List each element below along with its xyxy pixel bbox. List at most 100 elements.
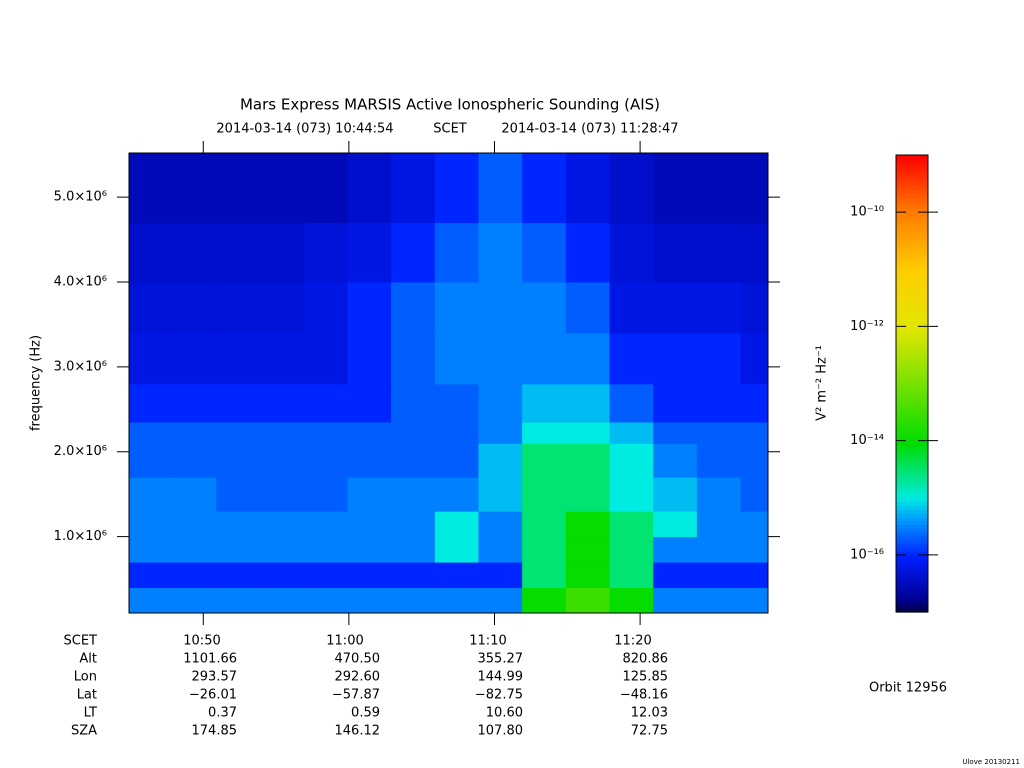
colorbar-segment bbox=[896, 596, 928, 602]
y-tick-label: 1.0×10⁶ bbox=[54, 529, 107, 544]
heatmap-cell bbox=[740, 587, 769, 614]
colorbar-segment bbox=[896, 467, 928, 472]
colorbar-frame bbox=[895, 154, 929, 613]
heatmap-cell bbox=[696, 332, 742, 385]
heatmap-cell bbox=[303, 222, 348, 283]
heatmap-cell bbox=[172, 443, 217, 478]
heatmap-cell bbox=[522, 511, 567, 538]
heatmap-cell bbox=[565, 222, 611, 283]
ephemeris-value: 355.27 bbox=[478, 652, 524, 667]
heatmap-cell bbox=[129, 332, 174, 385]
colorbar-segment bbox=[896, 474, 928, 480]
ephemeris-value: 146.12 bbox=[335, 724, 381, 739]
heatmap-cell bbox=[609, 536, 654, 563]
heatmap-cell bbox=[260, 587, 305, 614]
heatmap-cell bbox=[434, 511, 479, 538]
heatmap-cell bbox=[172, 383, 217, 423]
colorbar-tick-label: 10⁻¹⁶ bbox=[850, 547, 884, 562]
heatmap-cell bbox=[172, 422, 217, 444]
heatmap-cell bbox=[609, 511, 654, 538]
heatmap-cell bbox=[260, 477, 305, 512]
colorbar-segment bbox=[896, 528, 928, 533]
heatmap-cell bbox=[565, 422, 611, 444]
colorbar-segment bbox=[896, 200, 928, 206]
heatmap-cell bbox=[347, 383, 392, 423]
colorbar-segment bbox=[896, 341, 928, 347]
heatmap-cell bbox=[260, 511, 305, 538]
colorbar-tick-label: 10⁻¹² bbox=[850, 319, 884, 334]
chart-title: Mars Express MARSIS Active Ionospheric S… bbox=[240, 96, 660, 114]
colorbar-segment bbox=[896, 577, 928, 583]
colorbar-segment bbox=[896, 455, 928, 461]
colorbar-segment bbox=[896, 539, 928, 545]
heatmap-cell bbox=[172, 153, 217, 224]
ephemeris-value: 72.75 bbox=[631, 724, 668, 739]
colorbar-segment bbox=[896, 478, 928, 484]
heatmap-cell bbox=[172, 282, 217, 334]
colorbar-segment bbox=[896, 311, 928, 316]
colorbar-segment bbox=[896, 360, 928, 366]
heatmap-cell bbox=[303, 383, 348, 423]
heatmap-cell bbox=[478, 332, 523, 385]
colorbar-segment bbox=[896, 265, 928, 270]
heatmap-cell bbox=[303, 422, 348, 444]
colorbar-segment bbox=[896, 257, 928, 263]
colorbar-segment bbox=[896, 162, 928, 168]
heatmap-cell bbox=[696, 443, 742, 478]
colorbar-segment bbox=[896, 425, 928, 430]
heatmap-cell bbox=[522, 562, 567, 589]
colorbar-segment bbox=[896, 333, 928, 339]
colorbar-segment bbox=[896, 299, 928, 305]
heatmap-cell bbox=[260, 153, 305, 224]
heatmap-cell bbox=[216, 511, 261, 538]
heatmap-cell bbox=[216, 536, 261, 563]
colorbar-segment bbox=[896, 238, 928, 244]
heatmap-cell bbox=[303, 332, 348, 385]
colorbar-segment bbox=[896, 516, 928, 522]
heatmap-cell bbox=[740, 153, 769, 224]
heatmap-cell bbox=[172, 222, 217, 283]
heatmap-cell bbox=[565, 282, 611, 334]
colorbar-segment bbox=[896, 520, 928, 526]
heatmap-cell bbox=[609, 477, 654, 512]
heatmap-cell bbox=[347, 422, 392, 444]
heatmap-cell bbox=[129, 222, 174, 283]
colorbar-segment bbox=[896, 212, 928, 217]
heatmap-cell bbox=[260, 222, 305, 283]
colorbar-segment bbox=[896, 558, 928, 564]
heatmap-cell bbox=[303, 443, 348, 478]
ephemeris-value: 12.03 bbox=[631, 706, 668, 721]
colorbar-segment bbox=[896, 429, 928, 434]
heatmap-cell bbox=[347, 477, 392, 512]
colorbar-segment bbox=[896, 208, 928, 213]
colorbar-segment bbox=[896, 604, 928, 609]
colorbar-segment bbox=[896, 505, 928, 510]
colorbar-segment bbox=[896, 433, 928, 438]
ephemeris-value: 0.59 bbox=[351, 706, 380, 721]
heatmap-cell bbox=[434, 536, 479, 563]
heatmap-cell bbox=[303, 282, 348, 334]
heatmap-cell bbox=[522, 222, 567, 283]
heatmap-cell bbox=[478, 422, 523, 444]
heatmap-cell bbox=[478, 153, 523, 224]
colorbar-segment bbox=[896, 246, 928, 251]
heatmap-cell bbox=[522, 477, 567, 512]
colorbar-segment bbox=[896, 482, 928, 487]
colorbar-tick-label: 10⁻¹⁴ bbox=[850, 433, 884, 448]
heatmap-cell bbox=[478, 477, 523, 512]
heatmap-cell bbox=[391, 422, 436, 444]
colorbar-segment bbox=[896, 524, 928, 529]
colorbar-segment bbox=[896, 215, 928, 221]
heatmap-cell bbox=[434, 383, 479, 423]
heatmap-cell bbox=[478, 536, 523, 563]
heatmap-cell bbox=[391, 383, 436, 423]
heatmap-cell bbox=[129, 562, 174, 589]
heatmap-cell bbox=[303, 536, 348, 563]
heatmap-cell bbox=[522, 282, 567, 334]
heatmap-cell bbox=[740, 222, 769, 283]
heatmap-cell bbox=[653, 536, 698, 563]
colorbar-segment bbox=[896, 284, 928, 289]
heatmap-cell bbox=[565, 332, 611, 385]
heatmap-cell bbox=[609, 332, 654, 385]
colorbar-segment bbox=[896, 585, 928, 590]
